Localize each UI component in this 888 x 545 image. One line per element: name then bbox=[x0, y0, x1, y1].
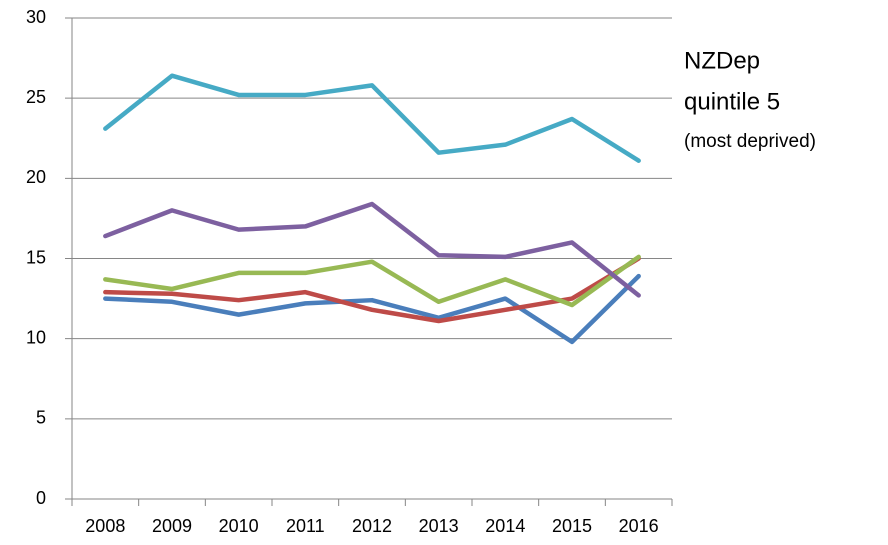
series-line bbox=[103, 256, 641, 324]
x-tick-label: 2014 bbox=[485, 516, 525, 536]
y-tick-label: 10 bbox=[26, 327, 46, 347]
y-tick-label: 25 bbox=[26, 87, 46, 107]
series-line bbox=[103, 254, 641, 308]
x-tick-label: 2010 bbox=[219, 516, 259, 536]
series-line bbox=[103, 273, 641, 345]
annotation: (most deprived) bbox=[684, 131, 816, 152]
series-line bbox=[103, 201, 641, 298]
x-tick-label: 2015 bbox=[552, 516, 592, 536]
annotation: quintile 5 bbox=[684, 88, 780, 115]
annotation: NZDep bbox=[684, 47, 760, 74]
y-tick-label: 20 bbox=[26, 167, 46, 187]
x-tick-label: 2012 bbox=[352, 516, 392, 536]
y-tick-label: 15 bbox=[26, 247, 46, 267]
x-tick-label: 2013 bbox=[419, 516, 459, 536]
x-tick-label: 2009 bbox=[152, 516, 192, 536]
y-tick-label: 30 bbox=[26, 7, 46, 27]
x-tick-label: 2016 bbox=[619, 516, 659, 536]
x-tick-label: 2011 bbox=[286, 516, 325, 536]
x-tick-label: 2008 bbox=[85, 516, 125, 536]
y-tick-label: 0 bbox=[36, 488, 46, 508]
series-line bbox=[103, 73, 641, 163]
y-tick-label: 5 bbox=[36, 408, 46, 428]
